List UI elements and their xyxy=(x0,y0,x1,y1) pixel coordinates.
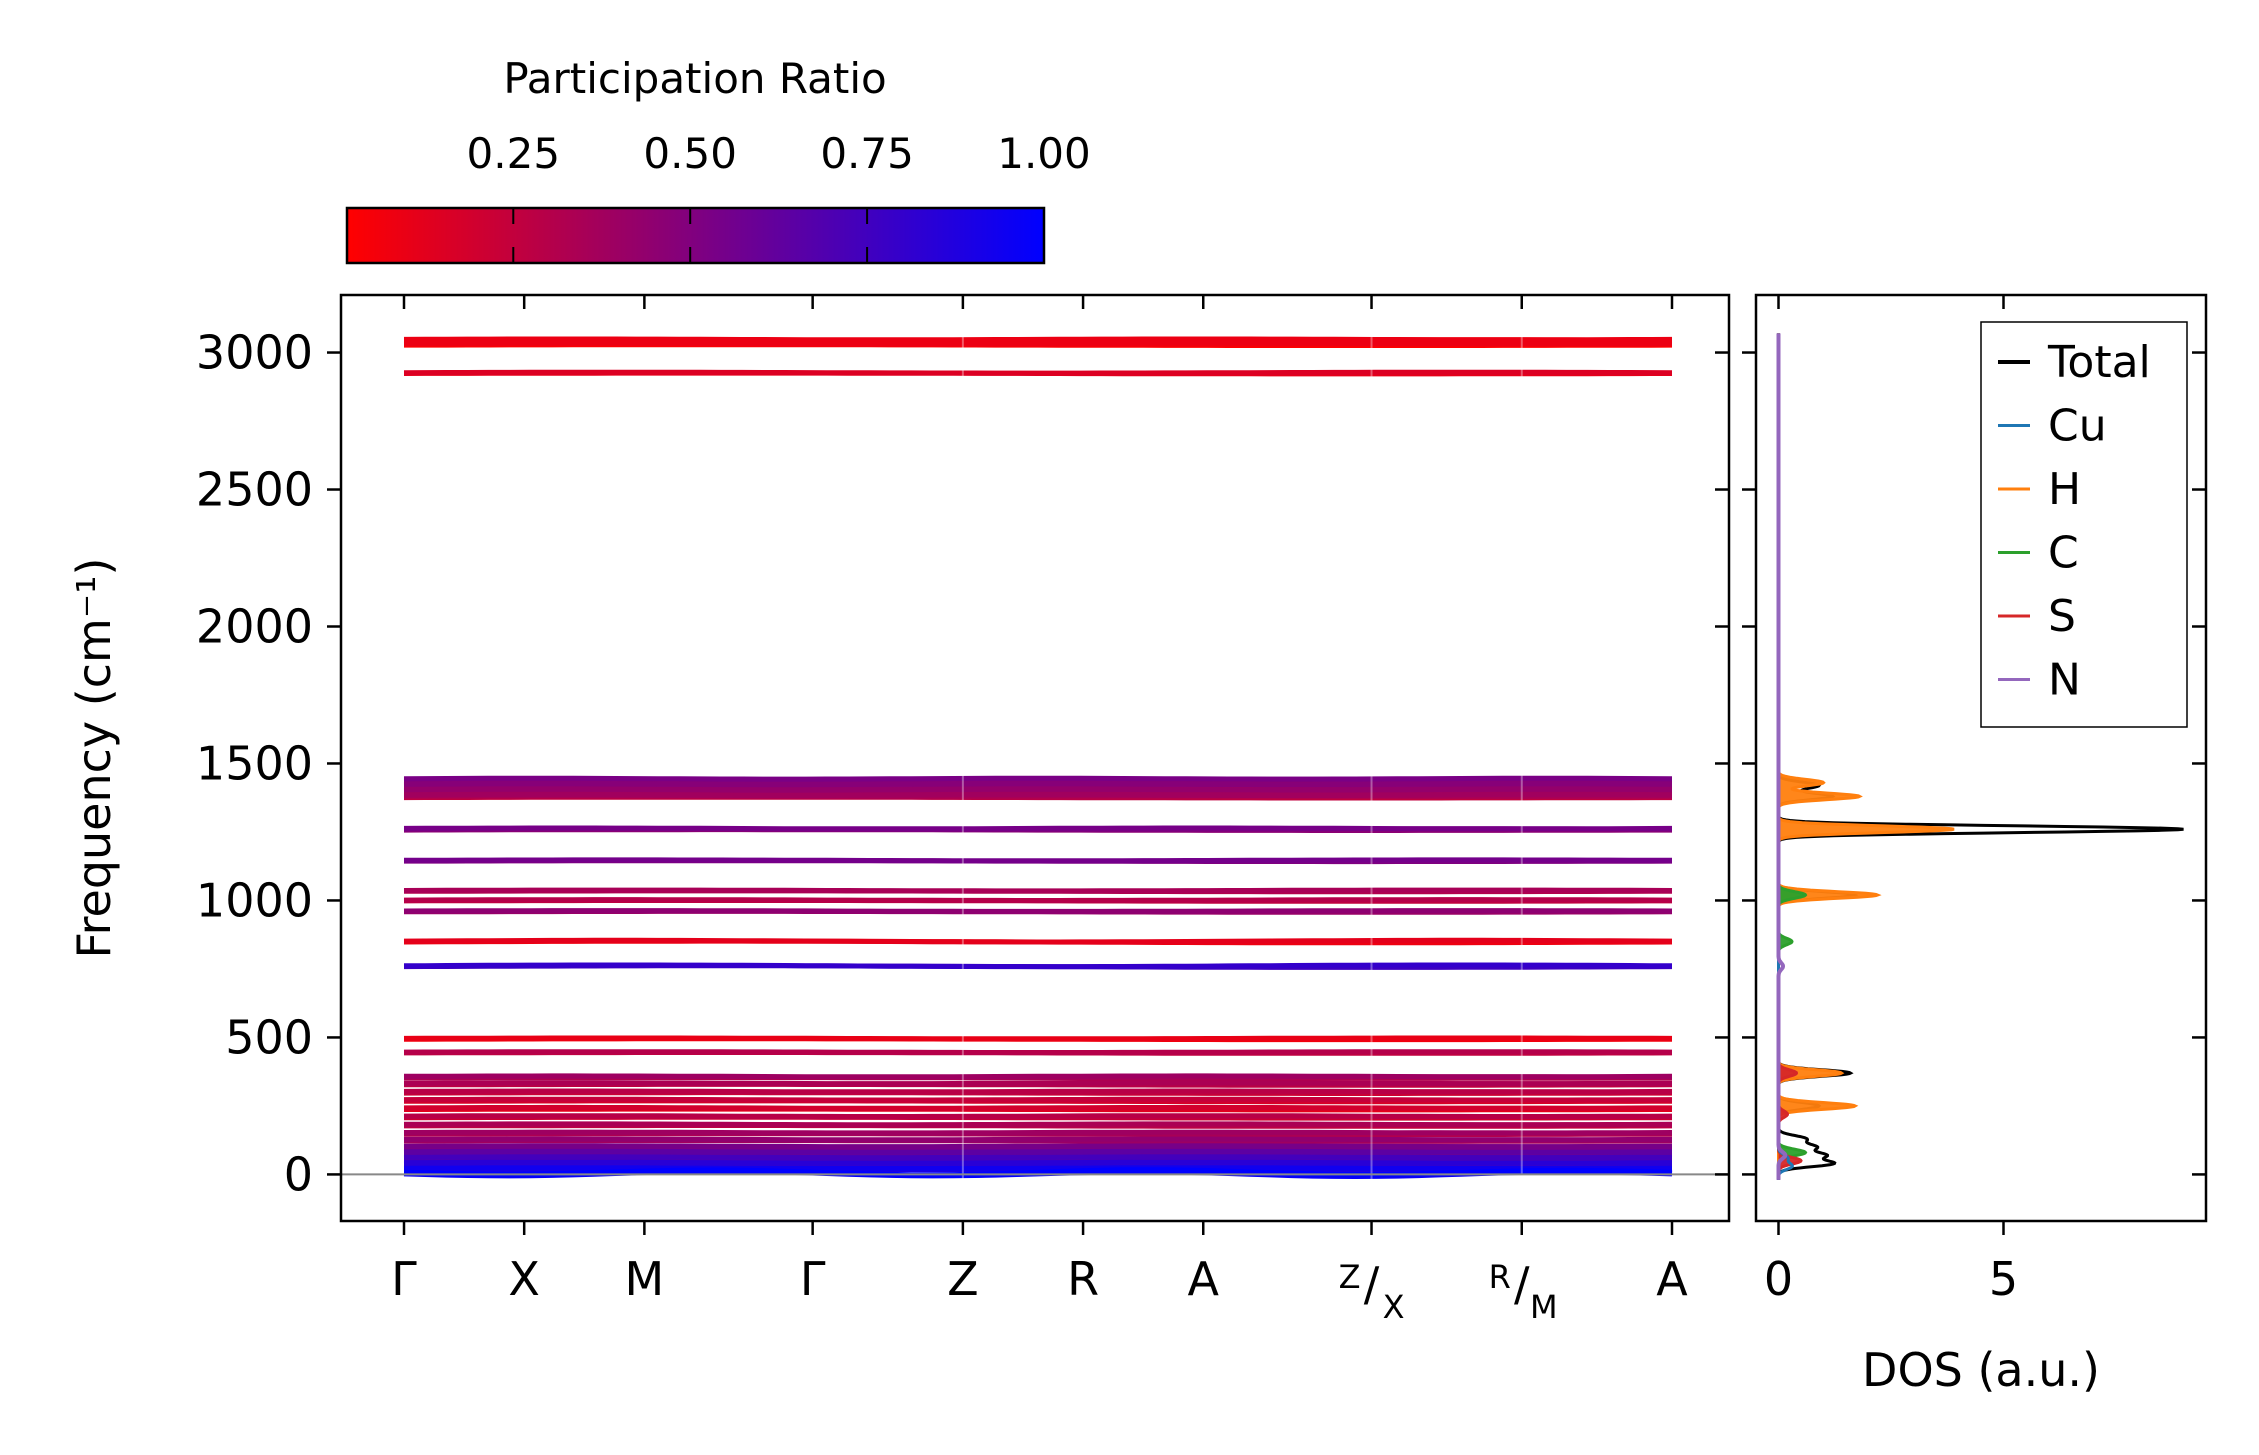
k-point-label-sub: M xyxy=(1530,1288,1558,1326)
k-point-label: M xyxy=(625,1252,665,1306)
legend-label-total: Total xyxy=(2047,337,2151,388)
k-point-label: R / M xyxy=(1489,1257,1558,1326)
k-point-label: Γ xyxy=(800,1252,826,1306)
band-line xyxy=(404,1091,1672,1092)
band-y-tick-label: 3000 xyxy=(196,326,313,380)
k-point-label-slash: / xyxy=(1514,1257,1530,1311)
band-lines xyxy=(404,331,1672,1180)
band-line xyxy=(404,965,1672,967)
dos-curve-n xyxy=(1779,333,1786,1180)
band-line xyxy=(404,1132,1672,1133)
k-point-label: R xyxy=(1067,1252,1099,1306)
k-point-label: Γ xyxy=(391,1252,417,1306)
band-line xyxy=(404,1052,1672,1053)
band-line xyxy=(404,1157,1672,1158)
k-point-label: A xyxy=(1188,1252,1220,1306)
band-line xyxy=(404,784,1672,785)
k-point-label-slash: / xyxy=(1364,1257,1380,1311)
legend-label-cu: Cu xyxy=(2048,401,2107,452)
band-line xyxy=(404,795,1672,796)
colorbar-title: Participation Ratio xyxy=(503,54,886,103)
k-point-label: Z xyxy=(947,1252,979,1306)
dos-fill-c xyxy=(1779,333,1806,1180)
band-line xyxy=(404,789,1672,790)
band-line xyxy=(404,1124,1672,1125)
band-line xyxy=(404,1162,1672,1163)
legend-label-c: C xyxy=(2048,528,2079,579)
band-y-axis-label: Frequency (cm⁻¹) xyxy=(67,558,121,959)
band-line xyxy=(404,1168,1672,1169)
colorbar: Participation Ratio 0.25 0.50 0.75 1.00 xyxy=(347,54,1091,263)
band-line xyxy=(404,1116,1672,1117)
band-line xyxy=(404,890,1672,891)
band-line xyxy=(404,372,1672,373)
band-line xyxy=(404,1038,1672,1039)
k-point-label: Z / X xyxy=(1339,1257,1405,1326)
k-point-label: X xyxy=(508,1252,540,1306)
dos-x-tick-label: 0 xyxy=(1764,1252,1793,1306)
band-line xyxy=(404,778,1672,779)
dos-fill-s xyxy=(1779,333,1802,1180)
band-line xyxy=(404,1076,1672,1077)
band-line xyxy=(404,1083,1672,1084)
band-line xyxy=(404,911,1672,912)
band-line xyxy=(404,900,1672,901)
colorbar-tick-label: 0.50 xyxy=(643,129,737,178)
k-point-label-sup: Z xyxy=(1339,1258,1361,1296)
legend-label-n: N xyxy=(2048,655,2081,706)
colorbar-tick-label: 1.00 xyxy=(997,129,1091,178)
colorbar-bar xyxy=(347,208,1044,263)
band-line xyxy=(404,1151,1672,1152)
legend-label-h: H xyxy=(2048,464,2081,515)
band-y-tick-label: 500 xyxy=(225,1010,313,1064)
k-point-label: A xyxy=(1656,1252,1688,1306)
band-line xyxy=(404,828,1672,829)
band-line xyxy=(404,1107,1672,1108)
figure: Participation Ratio 0.25 0.50 0.75 1.00 050… xyxy=(0,0,2259,1455)
band-line xyxy=(404,1139,1672,1140)
band-line xyxy=(404,860,1672,861)
band-line xyxy=(404,339,1672,340)
band-y-tick-label: 0 xyxy=(284,1147,313,1201)
band-line xyxy=(404,1146,1672,1147)
band-y-tick-label: 1000 xyxy=(196,873,313,927)
band-y-tick-label: 1500 xyxy=(196,736,313,790)
legend-label-s: S xyxy=(2048,591,2076,642)
colorbar-tick-label: 0.75 xyxy=(820,129,914,178)
dos-curve-c xyxy=(1779,333,1806,1180)
k-point-label-sub: X xyxy=(1383,1288,1405,1326)
dos-x-tick-label: 5 xyxy=(1989,1252,2018,1306)
band-line xyxy=(404,940,1672,942)
band-y-tick-label: 2500 xyxy=(196,463,313,517)
band-line xyxy=(404,343,1672,344)
dos-fill-h xyxy=(1779,333,1955,1180)
colorbar-tick-label: 0.25 xyxy=(467,129,561,178)
dos-curve-s xyxy=(1779,333,1802,1180)
k-point-label-sup: R xyxy=(1489,1258,1511,1296)
dos-curve-h xyxy=(1779,333,1955,1180)
dos-curve-cu xyxy=(1779,333,1793,1180)
band-y-tick-label: 2000 xyxy=(196,599,313,653)
dos-x-axis-label: DOS (a.u.) xyxy=(1862,1343,2100,1397)
band-line xyxy=(404,1099,1672,1100)
